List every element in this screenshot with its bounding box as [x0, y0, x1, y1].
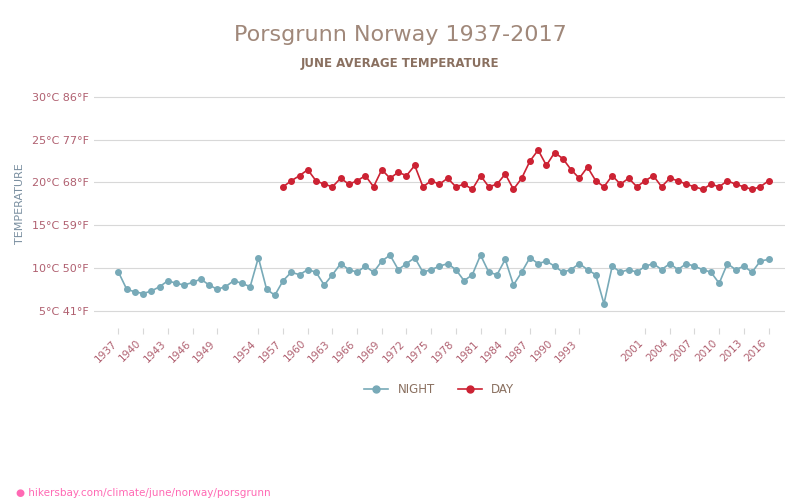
Text: ● hikersbay.com/climate/june/norway/porsgrunn: ● hikersbay.com/climate/june/norway/pors…	[16, 488, 270, 498]
Text: Porsgrunn Norway 1937-2017: Porsgrunn Norway 1937-2017	[234, 25, 566, 45]
Y-axis label: TEMPERATURE: TEMPERATURE	[15, 164, 25, 244]
Legend: NIGHT, DAY: NIGHT, DAY	[360, 378, 519, 401]
Text: JUNE AVERAGE TEMPERATURE: JUNE AVERAGE TEMPERATURE	[301, 58, 499, 70]
